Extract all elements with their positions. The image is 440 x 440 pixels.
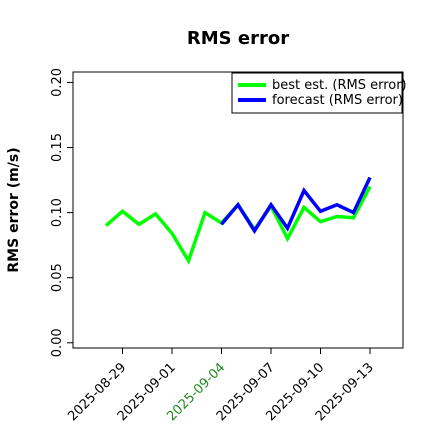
series-line bbox=[220, 176, 372, 235]
y-axis-label: RMS error (m/s) bbox=[6, 147, 22, 272]
chart-title: RMS error bbox=[187, 28, 289, 49]
y-tick-label: 0.10 bbox=[50, 198, 65, 227]
legend-label: best est. (RMS error) bbox=[272, 78, 407, 93]
y-tick-label: 0.20 bbox=[50, 68, 65, 97]
y-tick-label: 0.15 bbox=[50, 133, 65, 162]
legend: best est. (RMS error)forecast (RMS error… bbox=[231, 72, 407, 114]
y-tick-label: 0.00 bbox=[50, 328, 65, 357]
legend-label: forecast (RMS error) bbox=[272, 93, 403, 108]
y-tick-label: 0.05 bbox=[50, 263, 65, 292]
plot-frame bbox=[72, 71, 404, 349]
series-line bbox=[104, 185, 372, 265]
legend-box bbox=[231, 72, 403, 114]
